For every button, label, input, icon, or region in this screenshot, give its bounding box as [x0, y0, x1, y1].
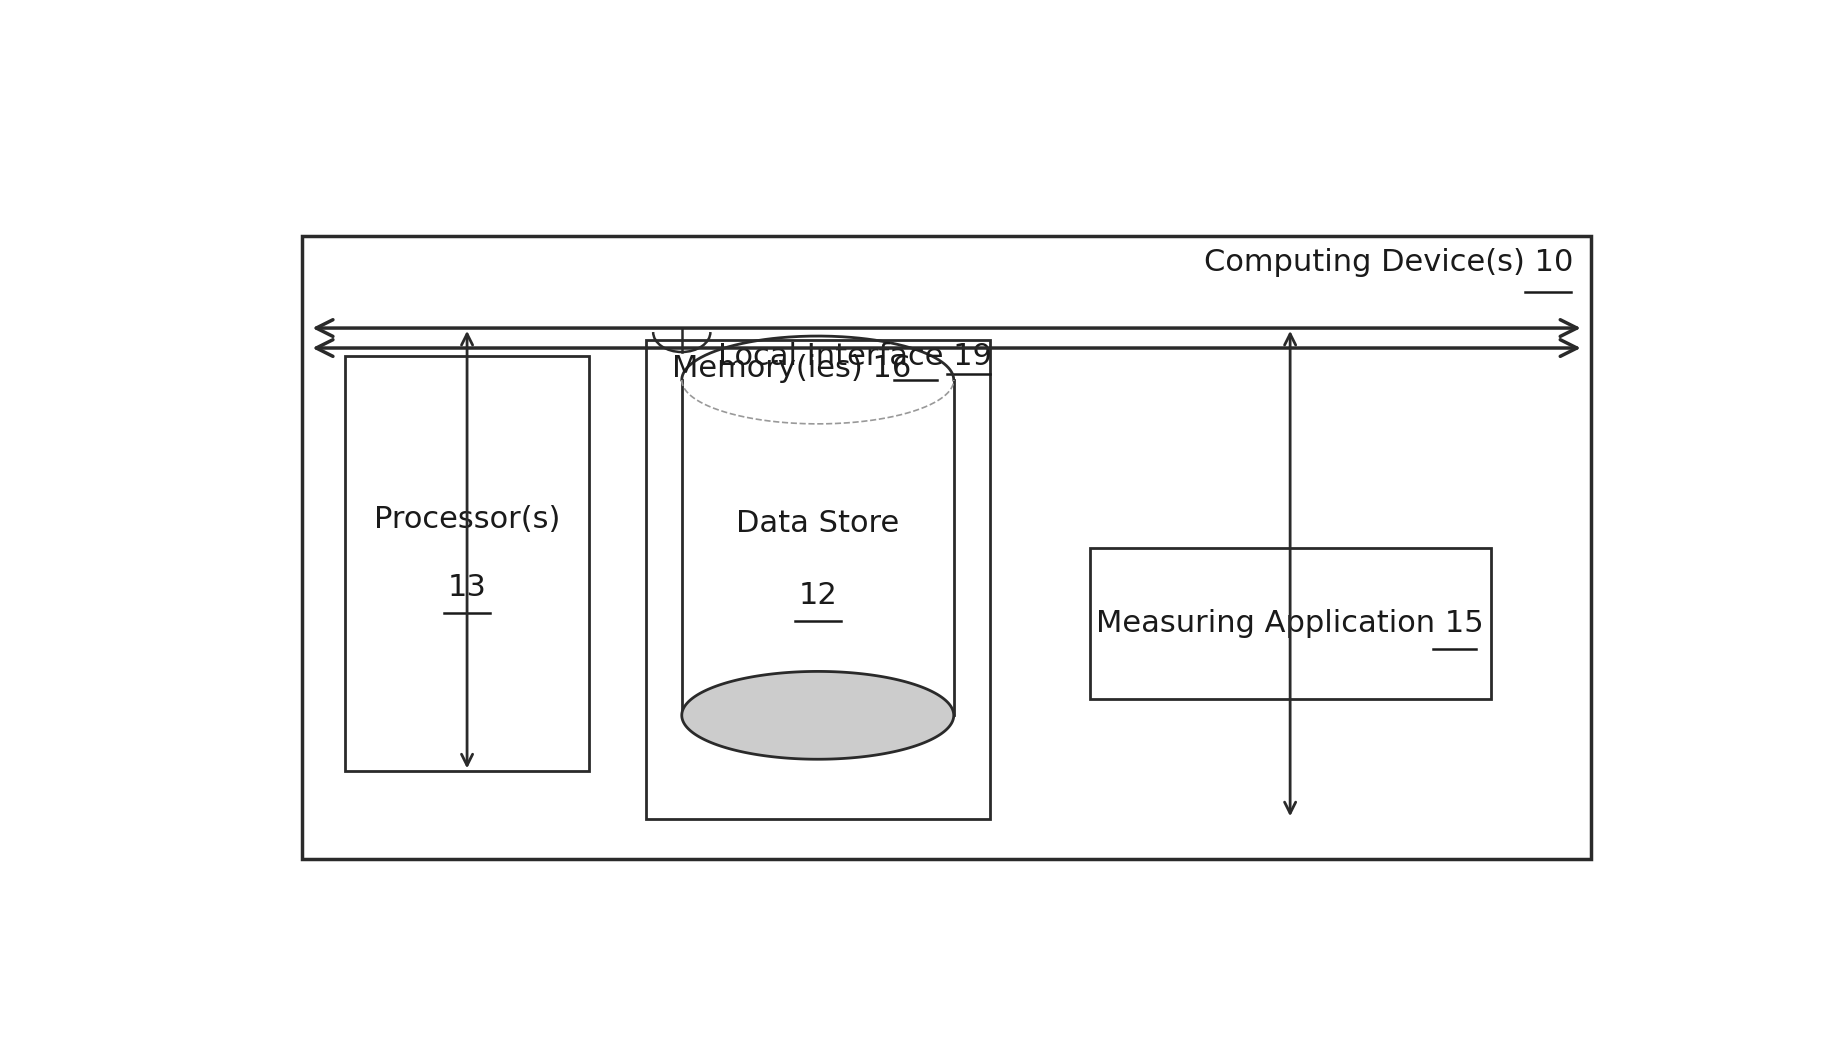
- Bar: [646, 340, 990, 819]
- Text: Processor(s): Processor(s): [373, 505, 560, 534]
- Text: 12: 12: [798, 581, 837, 610]
- Text: Local Interface 19: Local Interface 19: [718, 341, 992, 370]
- Bar: [345, 356, 589, 772]
- Text: Memory(ies) 16: Memory(ies) 16: [672, 355, 911, 384]
- Text: 13: 13: [447, 573, 486, 602]
- Bar: [1090, 548, 1491, 699]
- Bar: [303, 236, 1590, 859]
- Text: Measuring Application 15: Measuring Application 15: [1097, 609, 1483, 638]
- Text: Data Store: Data Store: [737, 509, 899, 538]
- Text: Computing Device(s) 10: Computing Device(s) 10: [1204, 248, 1574, 277]
- Bar: [682, 380, 953, 716]
- Polygon shape: [682, 671, 953, 759]
